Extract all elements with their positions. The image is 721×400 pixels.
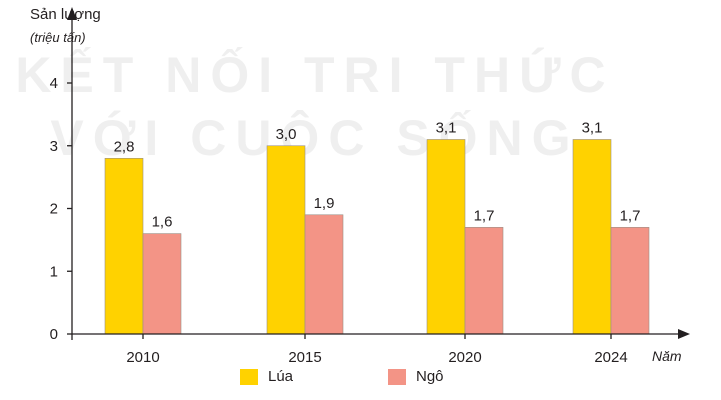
legend-item-rice: Lúa xyxy=(240,368,293,385)
bars-group: 2,8 1,6 3,0 1,9 3,1 1,7 3,1 1,7 xyxy=(104,119,650,335)
x-tick-label: 2010 xyxy=(126,349,159,366)
y-tick-label: 3 xyxy=(50,138,58,155)
data-label-corn-2024: 1,7 xyxy=(620,207,641,224)
data-label-rice-2020: 3,1 xyxy=(436,119,457,136)
legend-swatch-rice xyxy=(240,368,258,385)
watermark: KẾT NỐI TRI THỨC VỚI CUỘC SỐNG xyxy=(15,46,614,166)
watermark-line-2: VỚI CUỘC SỐNG xyxy=(50,109,579,166)
bar-rice-2015 xyxy=(266,145,306,335)
x-tick-label: 2020 xyxy=(448,349,481,366)
bar-rice-2024 xyxy=(572,139,612,335)
y-tick-label: 2 xyxy=(50,201,58,218)
x-axis-title: Năm xyxy=(652,348,682,364)
bar-corn-2010 xyxy=(142,233,182,335)
data-label-corn-2020: 1,7 xyxy=(474,207,495,224)
bar-rice-2020 xyxy=(426,139,466,335)
bar-corn-2024 xyxy=(610,227,650,335)
y-tick-label: 0 xyxy=(50,326,58,343)
data-label-rice-2010: 2,8 xyxy=(114,138,135,155)
watermark-line-1: KẾT NỐI TRI THỨC xyxy=(15,46,614,103)
data-label-corn-2010: 1,6 xyxy=(152,214,173,231)
y-axis: 0 1 2 3 4 xyxy=(50,7,77,343)
y-tick-label: 4 xyxy=(50,75,58,92)
y-axis-unit: (triệu tấn) xyxy=(30,30,86,45)
y-tick-label: 1 xyxy=(50,263,58,280)
y-axis-arrow-icon xyxy=(67,7,77,20)
x-axis: 2010 2015 2020 2024 xyxy=(72,329,690,366)
bar-corn-2020 xyxy=(464,227,504,335)
data-label-rice-2024: 3,1 xyxy=(582,119,603,136)
legend-label-rice: Lúa xyxy=(268,368,294,385)
legend-label-corn: Ngô xyxy=(416,368,444,385)
data-label-corn-2015: 1,9 xyxy=(314,195,335,212)
x-tick-label: 2024 xyxy=(594,349,627,366)
legend-item-corn: Ngô xyxy=(388,368,444,385)
legend-swatch-corn xyxy=(388,368,406,385)
x-tick-label: 2015 xyxy=(288,349,321,366)
y-axis-title: Sản lượng xyxy=(30,6,101,23)
data-label-rice-2015: 3,0 xyxy=(276,126,297,143)
bar-corn-2015 xyxy=(304,214,344,335)
x-axis-arrow-icon xyxy=(678,329,690,339)
bar-rice-2010 xyxy=(104,158,144,335)
